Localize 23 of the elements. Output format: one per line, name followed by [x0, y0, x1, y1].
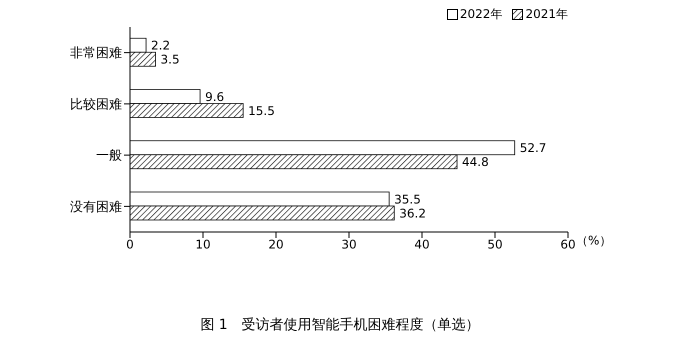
data-label: 3.5 [160, 52, 180, 67]
x-tick-label: 60 [560, 238, 576, 252]
x-tick-label: 30 [341, 238, 357, 252]
y-tick-label: 一般 [96, 148, 122, 164]
data-label: 15.5 [248, 104, 275, 118]
data-label: 9.6 [205, 90, 224, 104]
legend-label: 2022年 [458, 6, 502, 23]
x-tick-label: 50 [487, 238, 503, 252]
data-label: 44.8 [462, 155, 489, 170]
legend-label: 2021年 [524, 6, 568, 23]
x-tick-label: 0 [126, 238, 134, 252]
x-tick-label: 20 [268, 238, 284, 252]
data-label: 35.5 [394, 192, 421, 206]
y-tick-label: 比较困难 [70, 97, 122, 112]
data-label: 2.2 [151, 38, 170, 53]
y-tick-label: 非常困难 [70, 46, 122, 62]
x-axis-title: （%） [576, 233, 612, 248]
x-tick-label: 40 [414, 238, 430, 252]
text: 图 1 受访者使用智能手机困难程度（单选） [199, 316, 481, 334]
data-label: 52.7 [520, 141, 546, 156]
x-tick-label: 10 [195, 238, 211, 252]
data-label: 36.2 [399, 206, 426, 220]
y-tick-label: 没有困难 [70, 200, 122, 215]
